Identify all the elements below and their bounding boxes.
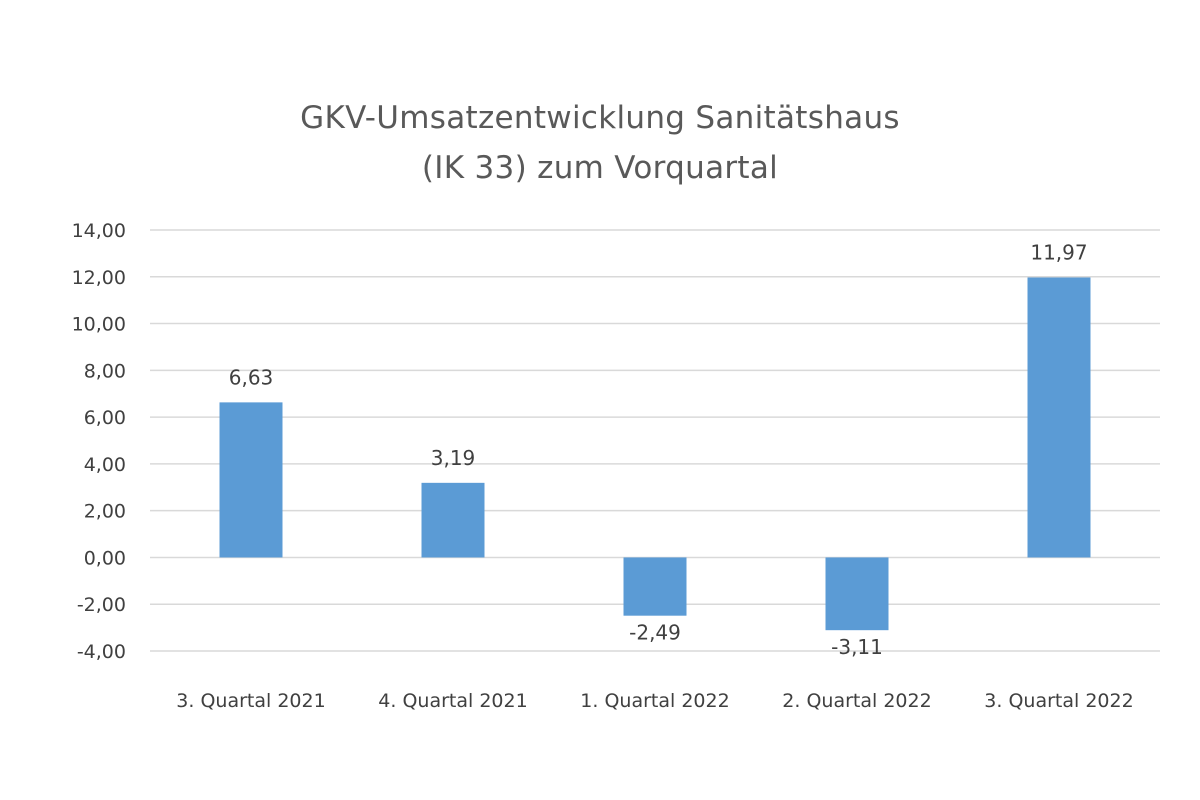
data-label: 3,19 [431,446,476,470]
chart-title-line-1: GKV-Umsatzentwicklung Sanitätshaus [300,100,900,136]
y-tick-label: 10,00 [72,314,126,336]
data-label: -3,11 [831,635,883,659]
bar [623,557,687,616]
x-tick-label: 2. Quartal 2022 [782,690,931,712]
bar [1027,277,1091,558]
y-axis-tick-labels: 14,00 12,00 10,00 8,00 6,00 4,00 2,00 0,00 -2,00… [72,220,126,663]
y-tick-label: 4,00 [84,454,126,476]
y-tick-label: 14,00 [72,220,126,242]
x-tick-label: 1. Quartal 2022 [580,690,729,712]
data-label: 11,97 [1030,240,1087,264]
y-tick-label: 8,00 [84,360,126,382]
x-tick-label: 4. Quartal 2021 [378,690,527,712]
data-label: 6,63 [229,365,274,389]
chart-title-line-2: (IK 33) zum Vorquartal [421,150,779,186]
bar [825,557,889,631]
data-labels: 6,63 3,19 -2,49 -3,11 11,97 [229,240,1088,659]
y-tick-label: -4,00 [77,641,126,663]
y-tick-label: -2,00 [77,594,126,616]
x-tick-label: 3. Quartal 2022 [984,690,1133,712]
y-tick-label: 2,00 [84,501,126,523]
y-tick-label: 6,00 [84,407,126,429]
x-axis-tick-labels: 3. Quartal 2021 4. Quartal 2021 1. Quartal… [176,690,1133,712]
y-tick-label: 12,00 [72,267,126,289]
bar [219,402,283,558]
data-label: -2,49 [629,621,681,645]
y-tick-label: 0,00 [84,547,126,569]
bar [421,482,485,558]
bars [219,277,1091,631]
x-tick-label: 3. Quartal 2021 [176,690,325,712]
